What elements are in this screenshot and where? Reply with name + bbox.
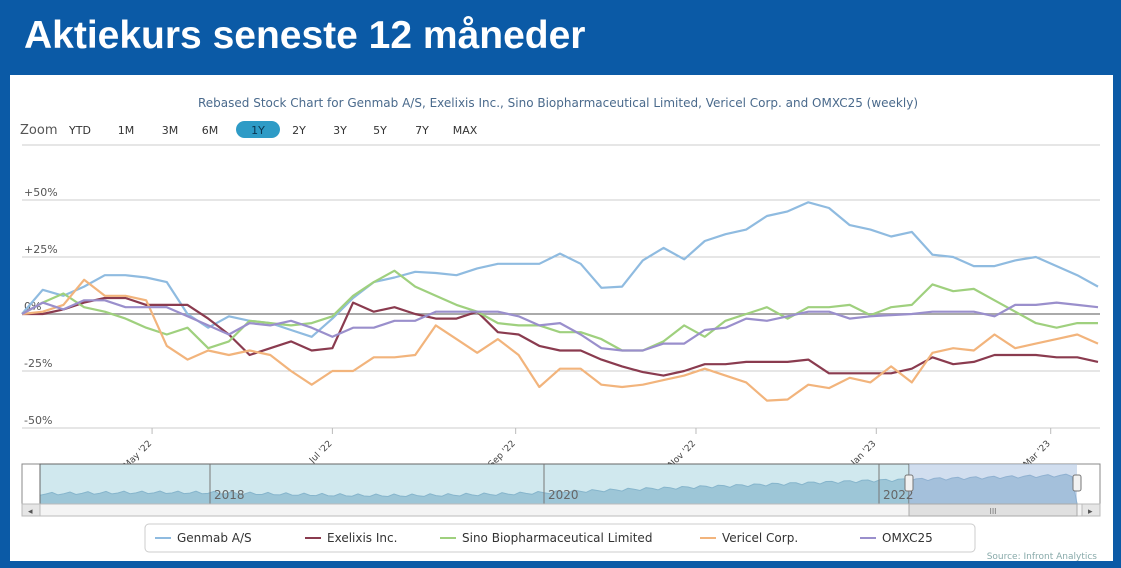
- legend-label: OMXC25: [882, 531, 933, 545]
- navigator-year-label: 2018: [214, 488, 245, 502]
- scrollbar[interactable]: ◂ III ▸: [21, 503, 1101, 517]
- zoom-button-5y[interactable]: 5Y: [373, 124, 387, 137]
- arrow-left-icon: ◂: [28, 507, 33, 517]
- zoom-button-1y[interactable]: 1Y: [236, 121, 280, 138]
- scrollbar-thumb[interactable]: [908, 503, 1078, 517]
- y-tick-label: -50%: [24, 414, 52, 427]
- legend-label: Sino Biopharmaceutical Limited: [462, 531, 652, 545]
- zoom-button-label: 1M: [118, 124, 135, 137]
- zoom-button-6m[interactable]: 6M: [202, 124, 219, 137]
- y-tick-label: +25%: [24, 243, 58, 256]
- zoom-button-label: 6M: [202, 124, 219, 137]
- x-tick-label: Jul '22: [307, 439, 334, 466]
- zoom-button-label: MAX: [453, 124, 478, 137]
- zoom-button-7y[interactable]: 7Y: [415, 124, 429, 137]
- zoom-button-2y[interactable]: 2Y: [292, 124, 306, 137]
- scroll-left-button[interactable]: [21, 503, 41, 517]
- navigator-right-handle[interactable]: [1072, 474, 1082, 492]
- zoom-button-label: 5Y: [373, 124, 387, 137]
- scrollbar-grip: III: [989, 507, 996, 516]
- zoom-label: Zoom: [20, 123, 57, 138]
- page-header: Aktiekurs seneste 12 måneder: [0, 0, 1121, 75]
- navigator-year-label: 2022: [883, 488, 914, 502]
- legend-label: Vericel Corp.: [722, 531, 798, 545]
- series-line-genmab-a-s[interactable]: [21, 201, 1099, 338]
- legend-item[interactable]: Genmab A/S: [155, 531, 252, 545]
- series-lines: [21, 201, 1099, 402]
- zoom-button-label: YTD: [68, 124, 91, 137]
- navigator-selected-range[interactable]: [909, 464, 1077, 504]
- chart-panel: Rebased Stock Chart for Genmab A/S, Exel…: [10, 75, 1113, 561]
- page-title: Aktiekurs seneste 12 måneder: [24, 14, 586, 57]
- active-zoom-highlight: [236, 121, 280, 138]
- zoom-button-label: 3Y: [333, 124, 347, 137]
- legend-item[interactable]: Exelixis Inc.: [305, 531, 397, 545]
- series-line-exelixis-inc-[interactable]: [22, 296, 1099, 377]
- stock-chart: Rebased Stock Chart for Genmab A/S, Exel…: [20, 96, 1101, 561]
- zoom-button-label: 3M: [162, 124, 179, 137]
- legend-item[interactable]: Sino Biopharmaceutical Limited: [440, 531, 652, 545]
- zoom-button-label: 2Y: [292, 124, 306, 137]
- legend-label: Genmab A/S: [177, 531, 252, 545]
- legend-box: [144, 523, 976, 553]
- arrow-right-icon: ▸: [1088, 507, 1093, 517]
- navigator-left-handle[interactable]: [904, 474, 914, 492]
- navigator-year-label: 2020: [548, 488, 579, 502]
- series-line-vericel-corp-[interactable]: [21, 278, 1099, 402]
- series-line-omxc25[interactable]: [21, 299, 1099, 352]
- chart-title: Rebased Stock Chart for Genmab A/S, Exel…: [198, 96, 918, 110]
- legend: Genmab A/S Exelixis Inc. Sino Biopharmaceu…: [155, 531, 933, 545]
- zoom-button-label: 7Y: [415, 124, 429, 137]
- navigator-unselected-mask: [39, 463, 910, 505]
- navigator[interactable]: 2018 2020 2022: [21, 463, 1101, 505]
- zoom-button-max[interactable]: MAX: [453, 124, 478, 137]
- zoom-button-1m[interactable]: 1M: [118, 124, 135, 137]
- series-line-sino-biopharmaceutical-limited[interactable]: [21, 269, 1098, 352]
- y-tick-label: -25%: [24, 357, 52, 370]
- zoom-button-label: 1Y: [251, 124, 265, 137]
- source-note: Source: Infront Analytics: [987, 552, 1098, 561]
- legend-item[interactable]: OMXC25: [860, 531, 933, 545]
- legend-item[interactable]: Vericel Corp.: [700, 531, 798, 545]
- zoom-button-ytd[interactable]: YTD: [68, 124, 91, 137]
- legend-label: Exelixis Inc.: [327, 531, 397, 545]
- zoom-buttons: YTD 1M 3M 6M 1Y 2Y 3Y 5Y 7Y MAX: [68, 121, 478, 138]
- zoom-button-3m[interactable]: 3M: [162, 124, 179, 137]
- scroll-right-button[interactable]: [1081, 503, 1101, 517]
- zoom-button-3y[interactable]: 3Y: [333, 124, 347, 137]
- y-tick-label: +50%: [24, 186, 58, 199]
